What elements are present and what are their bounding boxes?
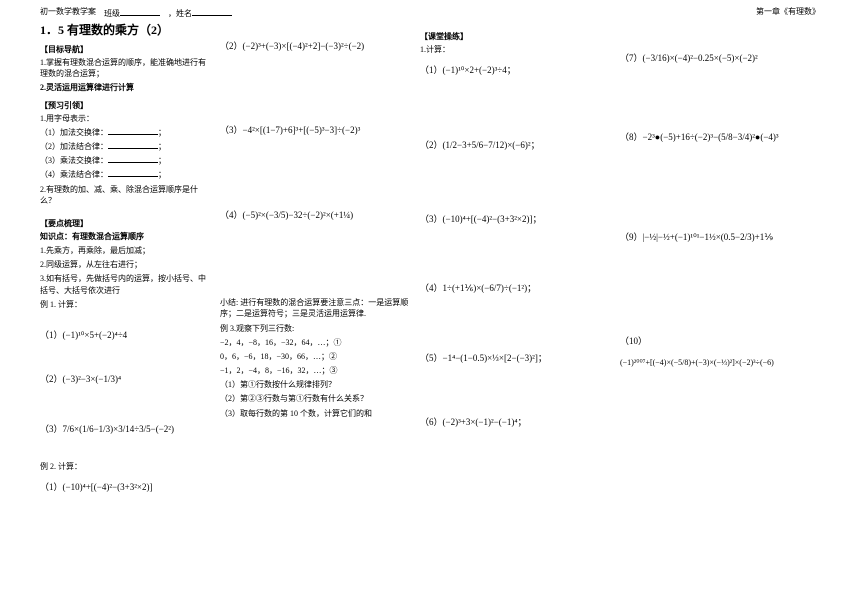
- p1-10: (−1)²⁰⁰⁷+[(−4)×(−5/8)+(−3)×(−⅓)²]×(−2)³÷…: [620, 357, 812, 370]
- p1-4: （4）1÷(+1⅙)×(−6/7)÷(−1²)；: [420, 281, 612, 295]
- rule-2: 2.同级运算，从左往右进行；: [40, 259, 212, 270]
- column-3: 【课堂操练】 1.计算： （1）(−1)¹⁰×2+(−2)³÷4； （2）(1/…: [420, 21, 620, 503]
- ex2-3: （3）−4²×[(1−7)+6]³+[(−5)³−3]÷(−2)³: [220, 123, 412, 137]
- example-2: 例 2. 计算：: [40, 461, 212, 472]
- ex2-4: （4）(−5)²×(−3/5)−32÷(−2)²×(+1¼): [220, 208, 412, 222]
- p1-8: （8）−2³●(−5)+16÷(−2)³−(5/8−3/4)²●(−4)³: [620, 130, 812, 144]
- p1-6: （6）(−2)³+3×(−1)²−(−1)⁴；: [420, 415, 612, 429]
- ex3-q3: （3）取每行数的第 10 个数，计算它们的和: [220, 408, 412, 419]
- seq-1: −2，4，−8，16，−32，64，…；①: [220, 337, 412, 348]
- page-title: 1．5 有理数的乘方（2）: [40, 21, 212, 38]
- ex3-q1: （1）第①行数按什么规律排列？: [220, 379, 412, 390]
- preview-2: 2.有理数的加、减、乘、除混合运算顺序是什么？: [40, 184, 212, 206]
- p1-1: （1）(−1)¹⁰×2+(−2)³÷4；: [420, 63, 612, 77]
- ex2-2: （2）(−2)³+(−3)×[(−4)²+2]−(−3)²÷(−2): [220, 39, 412, 53]
- header-left: 初一数学教学案 班级 ，姓名: [40, 6, 232, 19]
- column-1: 1．5 有理数的乘方（2） 【目标导航】 1.掌握有理数混合运算的顺序，能准确地…: [40, 21, 220, 503]
- name-label: ，姓名: [168, 6, 232, 19]
- preview-1: 1.用字母表示：: [40, 113, 212, 124]
- ex1-1: （1）(−1)¹⁰×5+(−2)⁴÷4: [40, 328, 212, 342]
- rule-1: 1.先乘方，再乘除，最后加减；: [40, 245, 212, 256]
- class-label: 班级: [104, 6, 160, 19]
- column-2: （2）(−2)³+(−3)×[(−4)²+2]−(−3)²÷(−2) （3）−4…: [220, 21, 420, 503]
- ex1-2: （2）(−3)²−3×(−1/3)⁴: [40, 372, 212, 386]
- page-header: 初一数学教学案 班级 ，姓名 第一章《有理数》: [0, 0, 860, 21]
- seq-3: −1，2，−4，8，−16，32，…；③: [220, 365, 412, 376]
- p1-9: （9）|−½|−½+(−1)¹⁰¹−1½×(0.5−2/3)+1⅑: [620, 230, 812, 244]
- goal-1: 1.掌握有理数混合运算的顺序，能准确地进行有理数的混合运算；: [40, 57, 212, 79]
- preview-1-4: （4）乘法结合律：；: [40, 169, 212, 180]
- section-goals: 【目标导航】: [40, 44, 212, 55]
- preview-1-3: （3）乘法交换律：；: [40, 155, 212, 166]
- p1-10-label: （10）: [620, 334, 812, 348]
- section-practice: 【课堂操练】: [420, 31, 612, 42]
- p1-3: （3）(−10)⁴+[(−4)²−(3+3²×2)]；: [420, 212, 612, 226]
- chapter-label: 第一章《有理数》: [756, 6, 820, 19]
- practice-1: 1.计算：: [420, 44, 612, 55]
- p1-2: （2）(1/2−3+5/6−7/12)×(−6)²；: [420, 138, 612, 152]
- goal-2: 2.灵活运用运算律进行计算: [40, 82, 212, 93]
- section-preview: 【预习引领】: [40, 100, 212, 111]
- ex3-q2: （2）第②③行数与第①行数有什么关系？: [220, 393, 412, 404]
- rule-3: 3.如有括号，先做括号内的运算，按小括号、中括号、大括号依次进行: [40, 273, 212, 295]
- seq-2: 0，6，−6，18，−30，66，…；②: [220, 351, 412, 362]
- example-3: 例 3.观察下列三行数:: [220, 323, 412, 334]
- summary: 小结: 进行有理数的混合运算要注意三点：一是运算顺序；二是运算符号；三是灵活运用…: [220, 297, 412, 319]
- knowledge-point: 知识点：有理数混合运算顺序: [40, 231, 212, 242]
- p1-7: （7）(−3/16)×(−4)²−0.25×(−5)×(−2)²: [620, 51, 812, 65]
- ex2-1: （1）(−10)⁴+[(−4)²−(3+3²×2)]: [40, 480, 212, 494]
- page-content: 1．5 有理数的乘方（2） 【目标导航】 1.掌握有理数混合运算的顺序，能准确地…: [0, 21, 860, 503]
- doc-type: 初一数学教学案: [40, 6, 96, 19]
- column-4: （7）(−3/16)×(−4)²−0.25×(−5)×(−2)² （8）−2³●…: [620, 21, 820, 503]
- p1-5: （5）−1⁴−(1−0.5)×⅓×[2−(−3)²]；: [420, 351, 612, 365]
- example-1: 例 1. 计算：: [40, 299, 212, 310]
- section-points: 【要点梳理】: [40, 218, 212, 229]
- ex1-3: （3）7/6×(1/6−1/3)×3/14÷3/5−(−2²): [40, 422, 212, 436]
- preview-1-2: （2）加法结合律：；: [40, 141, 212, 152]
- preview-1-1: （1）加法交换律：；: [40, 127, 212, 138]
